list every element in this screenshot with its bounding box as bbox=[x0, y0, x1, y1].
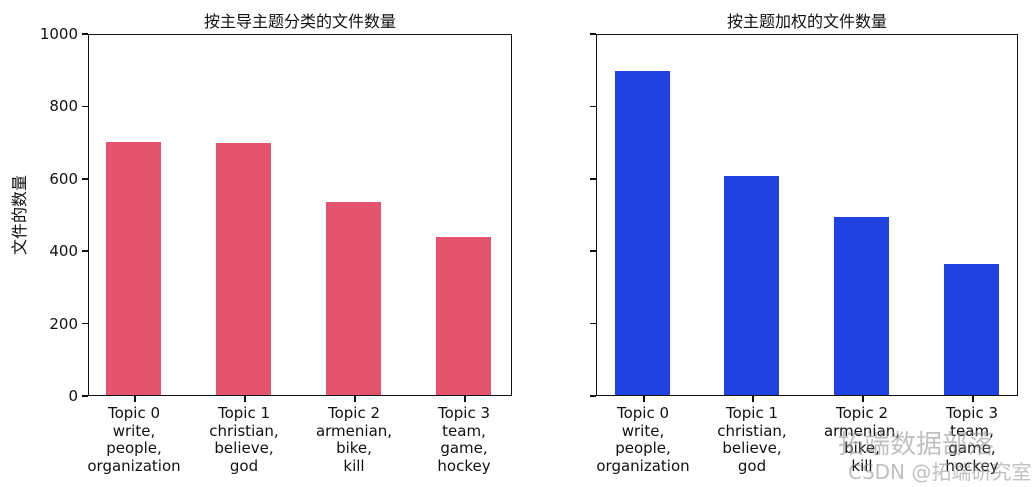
y-tick bbox=[590, 33, 596, 35]
x-tick bbox=[752, 396, 754, 402]
y-tick bbox=[82, 105, 88, 108]
x-tick bbox=[643, 396, 645, 402]
y-tick bbox=[82, 250, 88, 252]
y-tick-label: 400 bbox=[49, 242, 78, 261]
y-tick bbox=[82, 395, 88, 397]
bar-2 bbox=[326, 202, 381, 395]
x-tick-label: Topic 1 christian, believe, god bbox=[209, 404, 279, 475]
y-tick bbox=[590, 250, 596, 252]
x-tick-label: Topic 2 armenian, bike, kill bbox=[823, 404, 901, 475]
x-tick bbox=[464, 396, 466, 402]
x-tick bbox=[354, 396, 356, 402]
y-tick bbox=[82, 178, 88, 180]
plot-area bbox=[88, 34, 512, 396]
x-tick-label: Topic 3 team, game, hockey bbox=[437, 404, 491, 475]
x-tick-label: Topic 3 team, game, hockey bbox=[945, 404, 999, 475]
x-tick bbox=[244, 396, 246, 402]
x-tick-label: Topic 0 write, people, organization bbox=[596, 404, 690, 475]
x-tick bbox=[134, 396, 136, 402]
chart-title: 按主题加权的文件数量 bbox=[726, 12, 887, 31]
plot-area bbox=[596, 34, 1018, 396]
y-tick bbox=[590, 395, 596, 397]
x-tick bbox=[972, 396, 974, 402]
bar-0 bbox=[615, 71, 670, 395]
bar-1 bbox=[216, 143, 271, 395]
y-tick-label: 800 bbox=[49, 97, 78, 116]
y-axis-label: 文件的数量 bbox=[10, 174, 29, 256]
x-tick-label: Topic 1 christian, believe, god bbox=[717, 404, 787, 475]
x-tick-label: Topic 2 armenian, bike, kill bbox=[315, 404, 393, 475]
y-tick bbox=[82, 33, 88, 35]
y-tick-label: 200 bbox=[49, 314, 78, 333]
y-tick bbox=[590, 105, 596, 108]
y-tick bbox=[590, 322, 596, 325]
x-tick-label: Topic 0 write, people, organization bbox=[87, 404, 181, 475]
y-tick-label: 600 bbox=[49, 169, 78, 188]
y-tick-label: 1000 bbox=[39, 25, 78, 43]
bar-1 bbox=[724, 176, 779, 395]
x-tick bbox=[862, 396, 864, 402]
y-tick bbox=[590, 178, 596, 180]
bar-3 bbox=[944, 264, 999, 395]
bar-3 bbox=[436, 237, 491, 395]
chart-title: 按主导主题分类的文件数量 bbox=[203, 12, 396, 31]
bar-0 bbox=[106, 142, 161, 395]
y-tick bbox=[82, 322, 88, 325]
watermark-title: 拓端数据部落 bbox=[838, 430, 995, 460]
watermark-subtitle: CSDN @拓端研究室 bbox=[848, 460, 1032, 484]
y-tick-label: 0 bbox=[68, 387, 78, 405]
bar-2 bbox=[834, 217, 889, 395]
